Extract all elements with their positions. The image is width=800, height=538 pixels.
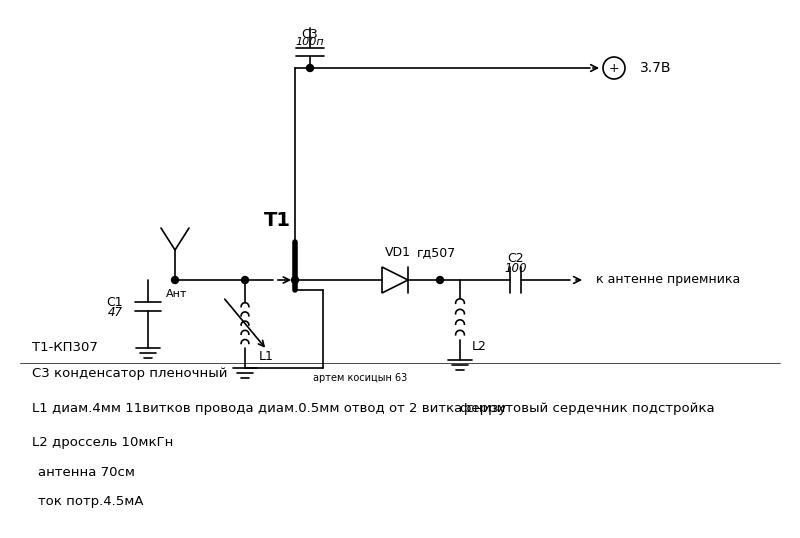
Text: T1-КП307: T1-КП307 <box>32 341 98 353</box>
Circle shape <box>437 277 443 284</box>
Text: L1 диам.4мм 11витков провода диам.0.5мм отвод от 2 витка снизу: L1 диам.4мм 11витков провода диам.0.5мм … <box>32 402 506 415</box>
Text: C3: C3 <box>302 27 318 40</box>
Text: С3 конденсатор пленочный: С3 конденсатор пленочный <box>32 367 227 380</box>
Text: +: + <box>609 61 619 74</box>
Text: 47: 47 <box>108 307 123 320</box>
Text: ферритовый сердечник подстройка: ферритовый сердечник подстройка <box>460 402 714 415</box>
Text: ток потр.4.5мА: ток потр.4.5мА <box>38 495 144 508</box>
Circle shape <box>171 277 178 284</box>
Text: к антенне приемника: к антенне приемника <box>596 273 740 287</box>
Text: 100п: 100п <box>296 37 324 47</box>
Text: L2: L2 <box>472 339 487 352</box>
Text: гд507: гд507 <box>417 246 456 259</box>
Text: VD1: VD1 <box>385 246 411 259</box>
Text: L1: L1 <box>259 350 274 363</box>
Text: T1: T1 <box>263 210 290 230</box>
Text: C1: C1 <box>106 295 123 308</box>
Circle shape <box>306 65 314 72</box>
Text: C2: C2 <box>508 251 524 265</box>
Text: L2 дроссель 10мкГн: L2 дроссель 10мкГн <box>32 436 174 449</box>
Text: Ант: Ант <box>166 289 188 299</box>
Text: антенна 70см: антенна 70см <box>38 466 135 479</box>
Circle shape <box>291 277 298 284</box>
Text: артем косицын 63: артем косицын 63 <box>313 373 407 383</box>
Circle shape <box>242 277 249 284</box>
Text: 100: 100 <box>505 261 527 274</box>
Text: 3.7В: 3.7В <box>640 61 671 75</box>
